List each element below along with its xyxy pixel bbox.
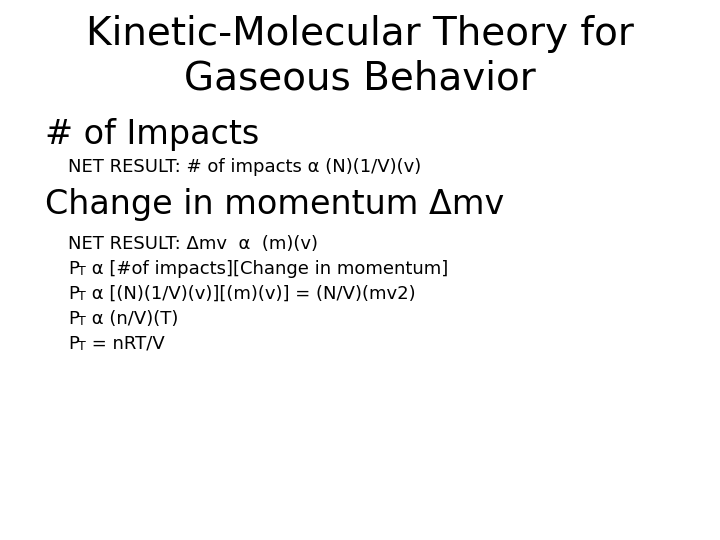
Text: Kinetic-Molecular Theory for: Kinetic-Molecular Theory for xyxy=(86,15,634,53)
Text: α [#of impacts][Change in momentum]: α [#of impacts][Change in momentum] xyxy=(86,260,449,278)
Text: P: P xyxy=(68,285,79,303)
Text: # of Impacts: # of Impacts xyxy=(45,118,259,151)
Text: T: T xyxy=(78,290,86,303)
Text: α (n/V)(T): α (n/V)(T) xyxy=(86,310,179,328)
Text: = nRT/V: = nRT/V xyxy=(86,335,165,353)
Text: P: P xyxy=(68,260,79,278)
Text: Gaseous Behavior: Gaseous Behavior xyxy=(184,60,536,98)
Text: NET RESULT: Δmv  α  (m)(v): NET RESULT: Δmv α (m)(v) xyxy=(68,235,318,253)
Text: α [(N)(1/V)(v)][(m)(v)] = (N/V)(mv2): α [(N)(1/V)(v)][(m)(v)] = (N/V)(mv2) xyxy=(86,285,415,303)
Text: P: P xyxy=(68,310,79,328)
Text: T: T xyxy=(78,315,86,328)
Text: P: P xyxy=(68,335,79,353)
Text: Change in momentum Δmv: Change in momentum Δmv xyxy=(45,188,504,221)
Text: T: T xyxy=(78,340,86,353)
Text: NET RESULT: # of impacts α (N)(1/V)(v): NET RESULT: # of impacts α (N)(1/V)(v) xyxy=(68,158,421,176)
Text: T: T xyxy=(78,265,86,278)
